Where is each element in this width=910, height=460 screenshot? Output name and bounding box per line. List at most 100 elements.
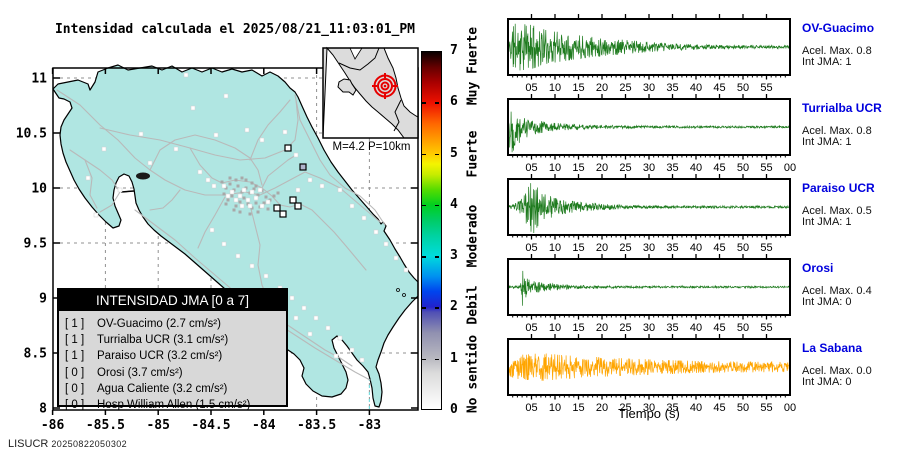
x-axis-label: -85 — [146, 418, 169, 433]
inset-frame — [322, 47, 419, 139]
epicenter-magnitude-label: M=4.2 P=10km — [332, 141, 411, 153]
colorbar-number: 3 — [450, 248, 458, 264]
seismo-tick-label: 15 — [572, 162, 584, 174]
seismo-tick-label: 30 — [643, 162, 655, 174]
seismo-int-jma: Int JMA: 1 — [802, 56, 852, 68]
epicenter-target-icon — [383, 84, 387, 88]
lake-arenal — [136, 172, 150, 180]
station-marker — [282, 129, 288, 135]
station-marker — [253, 195, 259, 201]
legend-row: [ 0 ] Agua Caliente (3.2 cm/s²) — [65, 381, 280, 397]
road — [261, 154, 297, 189]
station-marker — [239, 203, 245, 209]
seismo-tick-label: 35 — [666, 162, 678, 174]
seismo-tick-label: 20 — [596, 82, 608, 94]
reporting-station-marker — [284, 144, 292, 152]
seismo-station-name: Turrialba UCR — [802, 101, 882, 115]
road — [84, 159, 98, 209]
intensity-colorbar — [421, 51, 442, 410]
seismo-panel-orosi: 05 10 15 20 25 30 35 40 45 50 55 Orosi Acel. Max. 0.… — [507, 254, 872, 334]
station-marker — [257, 187, 263, 193]
seismo-station-name: Orosi — [802, 261, 833, 275]
station-marker — [337, 335, 343, 341]
seismo-acel-max: Acel. Max. 0.4 — [802, 285, 872, 297]
x-axis-label: -84 — [252, 418, 276, 433]
seismo-tick-label: 45 — [713, 162, 725, 174]
y-axis-label: 11 — [31, 72, 47, 87]
legend-row-station: OV-Guacimo (2.7 cm/s²) — [97, 318, 221, 330]
urban-area-dot — [228, 182, 232, 186]
reporting-station-marker — [299, 163, 307, 171]
epicenter-target-icon — [377, 78, 393, 94]
footer-credit: LISUCR 20250822050302 — [8, 438, 127, 450]
y-axis-label: 10 — [31, 182, 47, 197]
urban-area-dot — [220, 180, 224, 184]
station-marker — [263, 273, 269, 279]
seismo-box — [507, 18, 791, 76]
x-axis-label: -83 — [358, 418, 381, 433]
seismo-tick-label: 15 — [572, 402, 584, 414]
station-marker — [249, 263, 255, 269]
seismo-tick-label: 25 — [619, 242, 631, 254]
reporting-station-marker — [289, 196, 297, 204]
colorbar-tick — [435, 153, 439, 156]
seismo-tick-label: 05 — [525, 82, 537, 94]
seismo-tick-label: 45 — [713, 242, 725, 254]
seismo-tick-label: 40 — [690, 242, 702, 254]
seismo-station-name: OV-Guacimo — [802, 21, 874, 35]
urban-area-dot — [256, 210, 260, 214]
colorbar-tick — [422, 102, 426, 104]
road — [149, 189, 181, 211]
seismo-tick-label: 50 — [737, 322, 749, 334]
seismo-tick-label: 10 — [549, 242, 561, 254]
station-marker — [93, 212, 99, 218]
seismo-tick-label: 10 — [549, 82, 561, 94]
colorbar-tick — [422, 153, 426, 156]
station-marker — [241, 187, 247, 193]
road — [294, 94, 346, 189]
colorbar-tick — [422, 204, 426, 207]
colorbar-number: 7 — [450, 43, 458, 58]
road — [99, 99, 299, 161]
urban-area-dot — [228, 176, 232, 180]
reporting-station-marker — [273, 204, 281, 212]
seismo-box — [507, 338, 791, 396]
station-marker — [183, 72, 189, 78]
seismo-tick-label: 30 — [643, 242, 655, 254]
legend-row: [ 1 ] OV-Guacimo (2.7 cm/s²) — [65, 316, 280, 332]
legend-row-station: Paraiso UCR (3.2 cm/s²) — [97, 350, 223, 363]
seismo-acel-max: Acel. Max. 0.8 — [802, 125, 872, 137]
station-marker — [361, 215, 367, 221]
station-marker — [221, 241, 227, 247]
seismo-tick-label: 05 — [525, 162, 537, 174]
station-marker — [190, 105, 196, 111]
station-marker — [213, 132, 219, 138]
road — [279, 319, 353, 367]
seismo-acel-max: Acel. Max. 0.0 — [802, 365, 872, 377]
colorbar-tick — [435, 102, 439, 104]
station-marker — [138, 131, 144, 137]
intensity-legend: INTENSIDAD JMA [0 a 7] [ 1 ] OV-Guacimo (… — [57, 288, 288, 411]
colorbar-category-label: Debil — [465, 285, 481, 325]
urban-area-dot — [234, 204, 238, 208]
station-marker — [289, 295, 295, 301]
station-marker — [249, 189, 255, 195]
seismo-tick-label: 10 — [549, 322, 561, 334]
y-axis-label: 9 — [39, 292, 47, 307]
legend-row-station: Hosp William Allen (1.5 cm/s²) — [97, 399, 251, 412]
legend-row-station: Agua Caliente (3.2 cm/s²) — [97, 382, 228, 395]
urban-area-dot — [254, 184, 258, 188]
seismo-acel-max: Acel. Max. 0.5 — [802, 205, 872, 217]
road — [56, 89, 226, 196]
road — [344, 187, 386, 226]
station-marker — [221, 183, 227, 189]
seismo-tick-label: 50 — [737, 242, 749, 254]
seismo-tick-label: 35 — [666, 82, 678, 94]
station-marker — [295, 187, 301, 193]
legend-row: [ 1 ] Paraiso UCR (3.2 cm/s²) — [65, 348, 280, 364]
station-marker — [301, 305, 307, 311]
seismo-tick-label: 30 — [643, 82, 655, 94]
urban-area-dot — [230, 194, 234, 198]
seismo-tick-label: 20 — [596, 162, 608, 174]
seismo-int-jma: Int JMA: 1 — [802, 136, 852, 148]
